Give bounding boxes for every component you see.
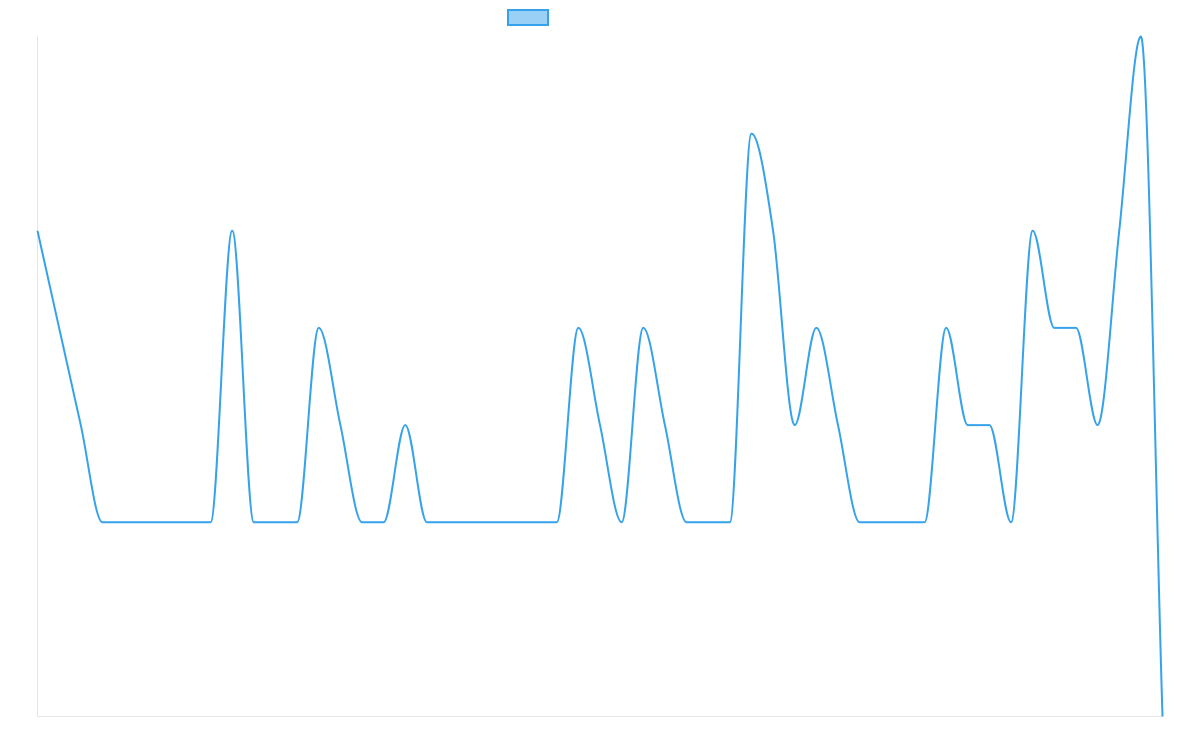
- data-point[interactable]: [99, 519, 105, 525]
- data-point[interactable]: [662, 422, 668, 428]
- data-point[interactable]: [164, 519, 170, 525]
- data-point[interactable]: [748, 131, 754, 137]
- data-point[interactable]: [446, 519, 452, 525]
- data-point[interactable]: [532, 519, 538, 525]
- data-point[interactable]: [727, 519, 733, 525]
- data-point[interactable]: [78, 422, 84, 428]
- data-point[interactable]: [186, 519, 192, 525]
- data-point[interactable]: [835, 422, 841, 428]
- data-point[interactable]: [554, 519, 560, 525]
- data-point[interactable]: [878, 519, 884, 525]
- chart-axes: [37, 36, 1163, 717]
- data-point[interactable]: [986, 422, 992, 428]
- data-point[interactable]: [575, 325, 581, 331]
- data-point[interactable]: [208, 519, 214, 525]
- data-point[interactable]: [35, 228, 41, 234]
- data-point[interactable]: [402, 422, 408, 428]
- data-point[interactable]: [424, 519, 430, 525]
- data-point[interactable]: [143, 519, 149, 525]
- data-point[interactable]: [1008, 519, 1014, 525]
- series-line: [36, 35, 1164, 717]
- data-point[interactable]: [792, 422, 798, 428]
- data-point[interactable]: [597, 422, 603, 428]
- data-point[interactable]: [316, 325, 322, 331]
- data-point[interactable]: [489, 519, 495, 525]
- data-point[interactable]: [359, 519, 365, 525]
- data-point[interactable]: [1116, 228, 1122, 234]
- data-point[interactable]: [900, 519, 906, 525]
- data-point[interactable]: [1138, 34, 1144, 40]
- data-point[interactable]: [619, 519, 625, 525]
- data-point[interactable]: [684, 519, 690, 525]
- data-point[interactable]: [705, 519, 711, 525]
- data-point[interactable]: [467, 519, 473, 525]
- data-point[interactable]: [381, 519, 387, 525]
- data-point[interactable]: [229, 228, 235, 234]
- data-point[interactable]: [294, 519, 300, 525]
- chart-legend[interactable]: [507, 9, 549, 26]
- data-point[interactable]: [1051, 325, 1057, 331]
- data-point[interactable]: [640, 325, 646, 331]
- data-point[interactable]: [272, 519, 278, 525]
- data-point[interactable]: [922, 519, 928, 525]
- data-point[interactable]: [813, 325, 819, 331]
- data-point[interactable]: [965, 422, 971, 428]
- data-point[interactable]: [121, 519, 127, 525]
- series-layer: [35, 34, 1166, 720]
- data-point[interactable]: [337, 422, 343, 428]
- data-point[interactable]: [1160, 714, 1166, 720]
- data-point[interactable]: [251, 519, 257, 525]
- data-point[interactable]: [1073, 325, 1079, 331]
- data-point[interactable]: [943, 325, 949, 331]
- data-point[interactable]: [1030, 228, 1036, 234]
- legend-swatch[interactable]: [507, 9, 549, 26]
- data-point[interactable]: [56, 325, 62, 331]
- data-point[interactable]: [857, 519, 863, 525]
- data-point[interactable]: [510, 519, 516, 525]
- data-point[interactable]: [770, 228, 776, 234]
- data-point[interactable]: [1095, 422, 1101, 428]
